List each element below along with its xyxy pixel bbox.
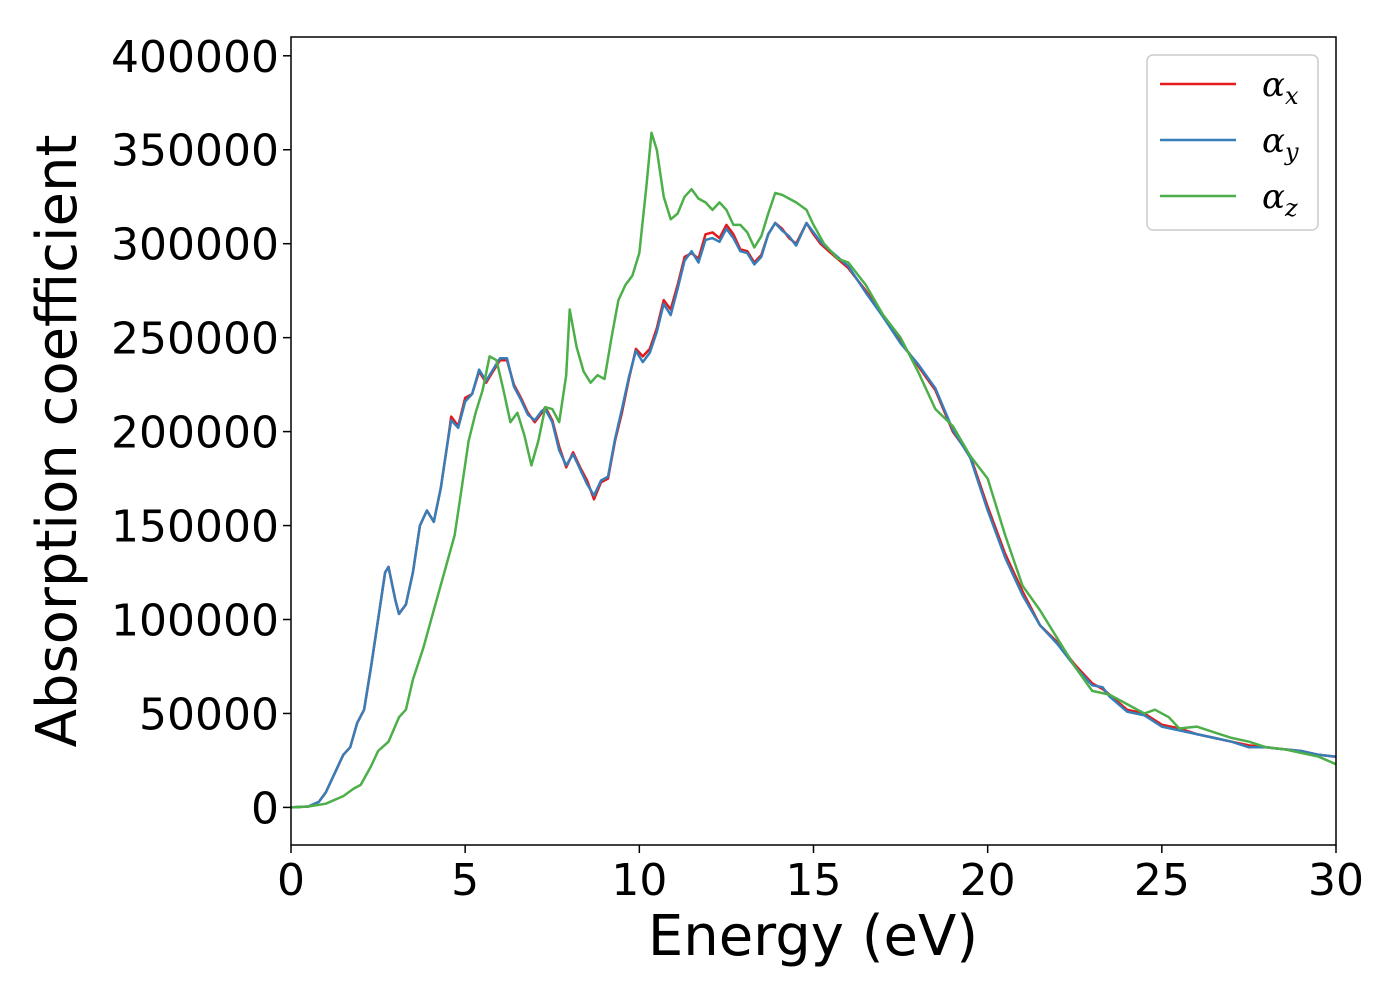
y-tick-label: 350000 <box>111 126 279 177</box>
series-line-x <box>290 221 1337 809</box>
x-tick-label: 30 <box>1308 855 1364 906</box>
y-tick-label: 50000 <box>139 689 279 740</box>
y-axis-label: Absorption coefficient <box>25 135 90 748</box>
y-tick-label: 100000 <box>111 596 279 647</box>
legend-label-y: αy <box>1262 121 1299 166</box>
legend-label-z: αz <box>1262 177 1298 222</box>
y-tick-label: 150000 <box>111 502 279 553</box>
y-tick-label: 250000 <box>111 314 279 365</box>
series-line-z <box>290 131 1337 809</box>
y-tick-label: 0 <box>251 783 279 834</box>
series-layer <box>290 131 1337 809</box>
y-tick-label: 200000 <box>111 408 279 459</box>
x-tick-label: 20 <box>960 855 1016 906</box>
legend-box <box>1146 54 1319 231</box>
x-axis: 0 5 10 15 20 25 30 <box>277 845 1364 906</box>
x-tick-label: 25 <box>1134 855 1190 906</box>
y-axis: 0 50000 100000 150000 200000 250000 300000 3500… <box>111 32 291 834</box>
x-tick-label: 15 <box>786 855 842 906</box>
x-axis-label: Energy (eV) <box>648 904 978 969</box>
y-tick-label: 300000 <box>111 220 279 271</box>
legend: αx αy αz <box>1146 54 1319 231</box>
series-line-y <box>290 221 1337 809</box>
legend-label-x: αx <box>1262 65 1299 110</box>
y-tick-label: 400000 <box>111 32 279 83</box>
x-tick-label: 10 <box>611 855 667 906</box>
x-tick-label: 5 <box>451 855 479 906</box>
x-tick-label: 0 <box>277 855 305 906</box>
